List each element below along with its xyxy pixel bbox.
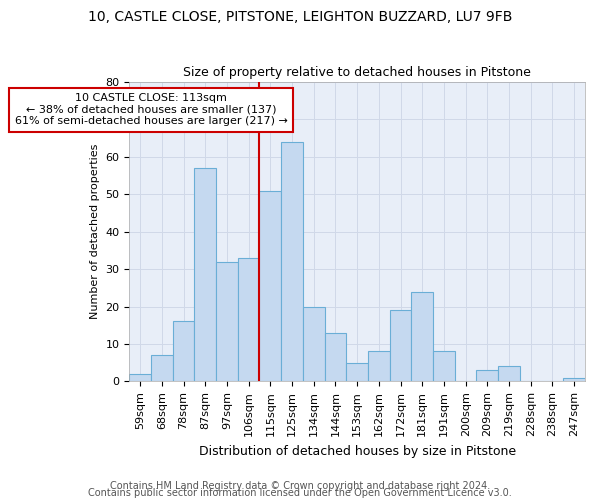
Bar	[433, 352, 455, 382]
Bar	[303, 306, 325, 382]
Bar	[281, 142, 303, 382]
Bar	[563, 378, 585, 382]
Bar	[173, 322, 194, 382]
Bar	[216, 262, 238, 382]
Text: Contains HM Land Registry data © Crown copyright and database right 2024.: Contains HM Land Registry data © Crown c…	[110, 481, 490, 491]
Bar	[346, 362, 368, 382]
Bar	[238, 258, 259, 382]
Text: 10 CASTLE CLOSE: 113sqm
← 38% of detached houses are smaller (137)
61% of semi-d: 10 CASTLE CLOSE: 113sqm ← 38% of detache…	[14, 94, 287, 126]
Bar	[368, 352, 389, 382]
Bar	[389, 310, 412, 382]
Text: 10, CASTLE CLOSE, PITSTONE, LEIGHTON BUZZARD, LU7 9FB: 10, CASTLE CLOSE, PITSTONE, LEIGHTON BUZ…	[88, 10, 512, 24]
Bar	[194, 168, 216, 382]
Bar	[498, 366, 520, 382]
Bar	[151, 355, 173, 382]
Bar	[259, 190, 281, 382]
Y-axis label: Number of detached properties: Number of detached properties	[90, 144, 100, 320]
Bar	[476, 370, 498, 382]
X-axis label: Distribution of detached houses by size in Pitstone: Distribution of detached houses by size …	[199, 444, 516, 458]
Title: Size of property relative to detached houses in Pitstone: Size of property relative to detached ho…	[183, 66, 531, 80]
Text: Contains public sector information licensed under the Open Government Licence v3: Contains public sector information licen…	[88, 488, 512, 498]
Bar	[412, 292, 433, 382]
Bar	[325, 332, 346, 382]
Bar	[129, 374, 151, 382]
